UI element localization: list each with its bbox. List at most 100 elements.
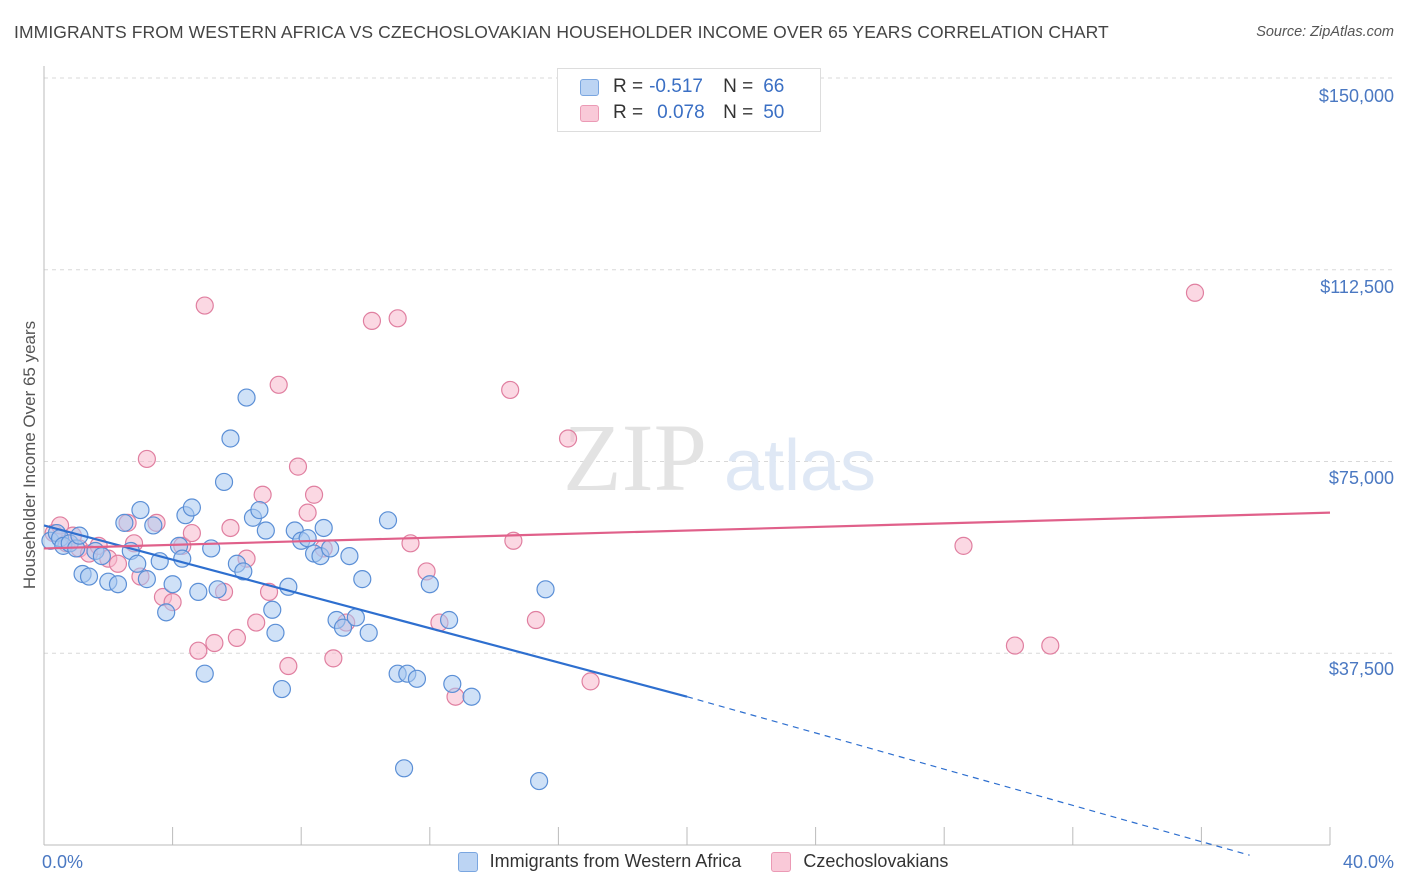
point-western-africa xyxy=(346,608,365,627)
point-western-africa xyxy=(536,580,555,599)
point-western-africa xyxy=(182,498,201,517)
point-czechoslovakians xyxy=(279,656,298,676)
point-western-africa xyxy=(439,610,459,630)
point-western-africa xyxy=(256,521,275,540)
watermark: ZIP atlas xyxy=(563,404,876,511)
y-tick-label: $37,500 xyxy=(1328,659,1394,679)
point-western-africa xyxy=(115,513,134,532)
chart-title: IMMIGRANTS FROM WESTERN AFRICA VS CZECHO… xyxy=(14,22,1109,42)
point-western-africa xyxy=(314,518,333,538)
point-czechoslovakians xyxy=(1005,636,1025,655)
point-western-africa xyxy=(378,511,398,530)
point-czechoslovakians xyxy=(362,311,382,330)
point-western-africa xyxy=(530,771,549,791)
point-czechoslovakians xyxy=(253,485,272,504)
point-czechoslovakians xyxy=(227,628,246,648)
series-western-africa xyxy=(41,388,555,791)
point-western-africa xyxy=(214,472,234,492)
point-western-africa xyxy=(321,539,340,558)
point-western-africa xyxy=(250,500,269,520)
point-western-africa xyxy=(272,679,292,699)
point-western-africa xyxy=(420,575,439,594)
point-czechoslovakians xyxy=(137,449,156,469)
point-western-africa xyxy=(157,603,176,622)
point-czechoslovakians xyxy=(324,649,343,668)
point-czechoslovakians xyxy=(189,641,208,660)
point-czechoslovakians xyxy=(581,672,600,691)
point-western-africa xyxy=(137,570,156,589)
point-western-africa xyxy=(128,554,147,573)
y-tick-label: $150,000 xyxy=(1318,86,1394,106)
point-czechoslovakians xyxy=(205,633,224,653)
source-label: Source: ZipAtlas.com xyxy=(1256,24,1394,40)
watermark-zip: ZIP xyxy=(563,404,707,511)
point-czechoslovakians xyxy=(558,429,578,448)
legend-n-label: N = xyxy=(723,76,754,97)
correlation-legend: R = -0.517 N = 66 R = 0.078 N = 50 xyxy=(557,68,821,132)
point-western-africa xyxy=(333,618,353,637)
legend-r-value: 0.078 xyxy=(657,102,705,123)
legend-swatch-pink xyxy=(771,851,792,872)
point-czechoslovakians xyxy=(388,309,407,328)
legend-row-pink: R = 0.078 N = 50 xyxy=(580,101,784,125)
legend-swatch-blue xyxy=(580,78,599,96)
series-legend: Immigrants from Western Africa Czechoslo… xyxy=(0,851,1406,872)
point-czechoslovakians xyxy=(221,518,240,538)
legend-item-western-africa[interactable]: Immigrants from Western Africa xyxy=(457,851,742,872)
point-western-africa xyxy=(353,570,372,589)
legend-swatch-pink xyxy=(580,104,599,122)
legend-r-value: -0.517 xyxy=(649,76,703,97)
point-western-africa xyxy=(79,567,99,586)
trend-lines xyxy=(43,511,1331,856)
legend-row-blue: R = -0.517 N = 66 xyxy=(580,75,784,99)
point-western-africa xyxy=(92,546,111,566)
point-western-africa xyxy=(208,580,227,599)
point-czechoslovakians xyxy=(269,375,288,394)
y-axis-label: Householder Income Over 65 years xyxy=(20,320,39,590)
point-western-africa xyxy=(234,562,253,581)
point-czechoslovakians xyxy=(954,536,973,555)
point-western-africa xyxy=(263,600,282,619)
point-western-africa xyxy=(359,623,378,642)
point-western-africa xyxy=(443,674,462,694)
point-czechoslovakians xyxy=(108,554,128,573)
point-western-africa xyxy=(144,516,163,535)
point-czechoslovakians xyxy=(304,485,324,504)
legend-r-label: R = xyxy=(613,76,644,97)
point-czechoslovakians xyxy=(247,613,266,632)
point-western-africa xyxy=(163,575,182,594)
legend-n-value: 66 xyxy=(763,76,785,97)
point-western-africa xyxy=(221,429,240,448)
point-western-africa xyxy=(131,500,150,520)
point-western-africa xyxy=(462,687,481,706)
point-western-africa xyxy=(237,388,256,407)
legend-swatch-blue xyxy=(457,851,478,872)
point-czechoslovakians xyxy=(1041,636,1060,655)
point-western-africa xyxy=(394,759,414,778)
trend-line-western-africa xyxy=(43,524,688,698)
point-czechoslovakians xyxy=(526,610,545,630)
point-czechoslovakians xyxy=(501,380,520,400)
point-czechoslovakians xyxy=(182,523,201,543)
legend-n-value: 50 xyxy=(763,102,785,123)
axes xyxy=(43,66,1331,846)
y-tick-label: $75,000 xyxy=(1328,468,1394,488)
legend-label: Czechoslovakians xyxy=(803,851,949,871)
point-western-africa xyxy=(189,582,208,601)
legend-label: Immigrants from Western Africa xyxy=(489,851,742,871)
point-czechoslovakians xyxy=(288,457,308,476)
point-czechoslovakians xyxy=(1185,283,1205,302)
trend-extension-western-africa xyxy=(686,696,1250,856)
trend-line-czechoslovakians xyxy=(43,511,1331,550)
legend-n-label: N = xyxy=(723,102,754,123)
x-tick-label-max: 40.0% xyxy=(1342,852,1394,872)
point-western-africa xyxy=(407,669,427,688)
legend-item-czechoslovakians[interactable]: Czechoslovakians xyxy=(771,851,948,872)
point-czechoslovakians xyxy=(298,503,317,522)
point-western-africa xyxy=(340,546,359,566)
point-western-africa xyxy=(195,664,214,683)
point-western-africa xyxy=(108,575,128,594)
point-western-africa xyxy=(202,539,221,558)
legend-r-label: R = xyxy=(613,102,644,123)
